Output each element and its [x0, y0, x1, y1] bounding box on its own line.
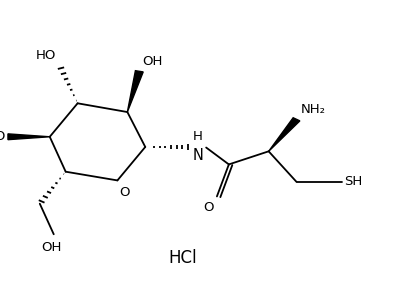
Text: HCl: HCl	[169, 249, 197, 267]
Text: SH: SH	[344, 175, 363, 188]
Text: OH: OH	[142, 55, 163, 68]
Text: OH: OH	[41, 241, 62, 254]
Text: NH₂: NH₂	[300, 103, 326, 116]
Text: HO: HO	[36, 49, 57, 62]
Text: H: H	[193, 130, 203, 143]
Text: O: O	[203, 201, 213, 214]
Text: N: N	[192, 148, 203, 164]
Text: HO: HO	[0, 130, 6, 143]
Polygon shape	[127, 71, 143, 112]
Text: O: O	[119, 186, 130, 199]
Polygon shape	[269, 118, 300, 151]
Polygon shape	[8, 134, 50, 140]
